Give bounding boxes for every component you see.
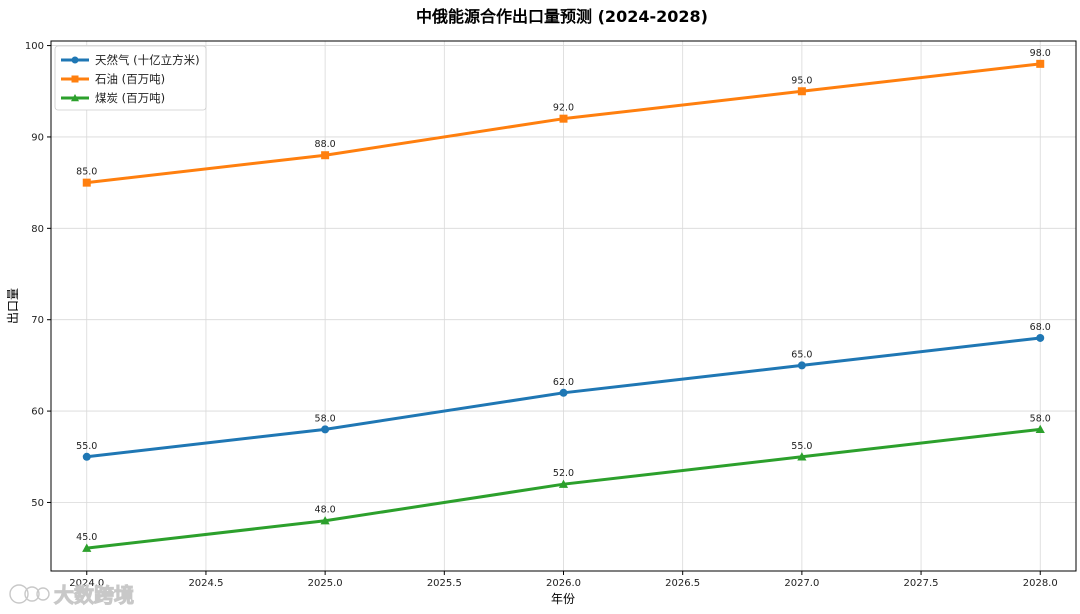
data-label: 55.0 [76,441,97,452]
square-marker [321,151,330,160]
watermark-text: 大数跨境 [54,583,134,607]
circle-marker [321,425,330,434]
square-marker [559,114,568,123]
triangle-marker [1035,424,1045,434]
x-tick-label: 2026.5 [665,578,700,589]
triangle-marker [558,479,569,488]
circle-marker [559,388,568,397]
data-label: 58.0 [315,413,336,424]
data-label: 58.0 [1030,413,1051,424]
square-marker [71,75,79,83]
data-label: 92.0 [553,103,574,114]
y-axis-label: 出口量 [6,288,20,324]
x-tick-label: 2024.5 [188,578,223,589]
legend: 天然气 (十亿立方米) 石油 (百万吨) 煤炭 (百万吨) [54,45,207,111]
series-3: 45.0 48.0 52.0 55.0 58.0 [76,413,1051,552]
y-tick-label: 90 [31,132,44,143]
series-1: 55.0 58.0 62.0 65.0 68.0 [76,322,1051,461]
series-layer: 55.0 58.0 62.0 65.0 68.0 85.0 88.0 92.0 95.0 98.0… [76,48,1051,552]
triangle-marker [70,93,80,102]
circle-marker [797,361,806,370]
chart-title: 中俄能源合作出口量预测 (2024-2028) [416,7,708,26]
x-tick-label: 2027.5 [904,578,939,589]
data-label: 55.0 [791,441,812,452]
data-label: 45.0 [76,532,97,543]
triangle-marker [797,452,807,461]
y-tick-label: 80 [31,224,44,235]
grid-lines [51,41,1076,571]
legend-label: 石油 (百万吨) [95,72,165,86]
x-tick-label: 2028.0 [1023,578,1058,589]
triangle-marker [320,516,330,525]
x-tick-label: 2025.5 [427,578,462,589]
crossborder-logo-icon [9,584,50,604]
circle-marker [1036,333,1045,342]
circle-marker [82,452,91,461]
legend-label: 天然气 (十亿立方米) [95,53,200,67]
circle-marker [71,56,79,64]
legend-entry: 煤炭 (百万吨) [61,91,165,105]
legend-entry: 石油 (百万吨) [61,72,165,86]
x-tick-label: 2026.0 [546,578,581,589]
y-tick-label: 100 [25,41,44,52]
x-tick-label: 2024.0 [69,578,104,589]
data-label: 98.0 [1030,48,1051,59]
axis-ticks: 2024.0 2024.5 2025.0 2025.5 2026.0 2026.5 2027… [25,41,1058,589]
y-tick-label: 60 [31,407,44,418]
watermark: 大数跨境 [9,583,135,608]
y-tick-label: 70 [31,315,44,326]
x-tick-label: 2027.0 [784,578,819,589]
series-2: 85.0 88.0 92.0 95.0 98.0 [76,48,1051,187]
data-label: 65.0 [791,349,812,360]
data-label: 88.0 [315,139,336,150]
data-label: 95.0 [791,75,812,86]
square-marker [82,178,91,187]
legend-entry: 天然气 (十亿立方米) [61,53,200,67]
x-tick-label: 2025.0 [308,578,343,589]
data-label: 48.0 [315,505,336,516]
data-label: 62.0 [553,377,574,388]
legend-box [54,45,207,111]
square-marker [1036,59,1045,68]
data-label: 52.0 [553,468,574,479]
data-label: 85.0 [76,167,97,178]
x-axis-label: 年份 [551,592,575,606]
square-marker [797,87,806,96]
triangle-marker [82,543,92,552]
data-label: 68.0 [1030,322,1051,333]
legend-label: 煤炭 (百万吨) [95,91,165,105]
y-tick-label: 50 [31,498,44,509]
